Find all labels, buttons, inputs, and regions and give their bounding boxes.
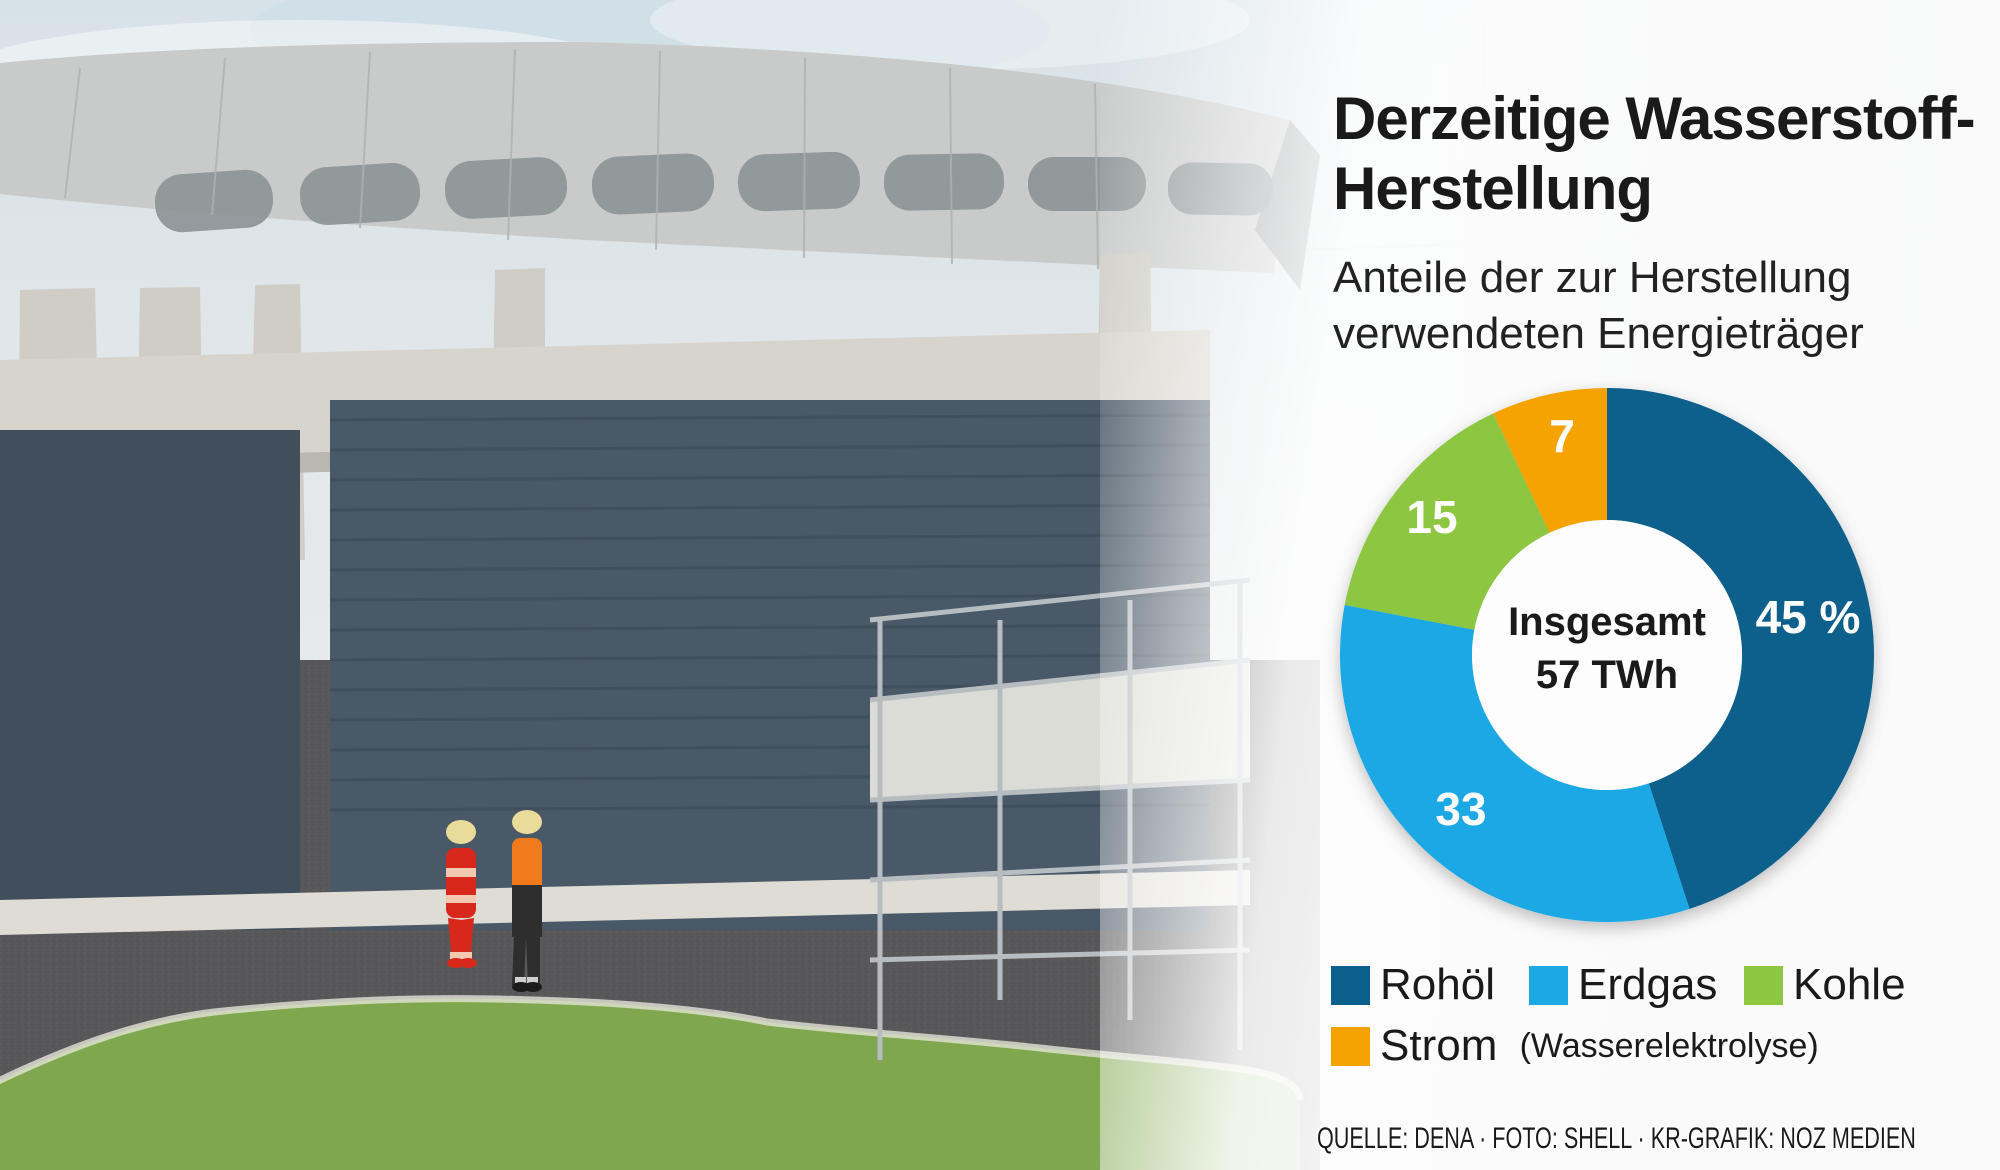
svg-text:57 TWh: 57 TWh [1536,653,1678,697]
svg-text:45 %: 45 % [1756,591,1861,643]
svg-text:Insgesamt: Insgesamt [1508,600,1706,644]
svg-text:7: 7 [1549,410,1575,462]
svg-text:15: 15 [1406,491,1457,543]
svg-text:33: 33 [1435,783,1486,835]
